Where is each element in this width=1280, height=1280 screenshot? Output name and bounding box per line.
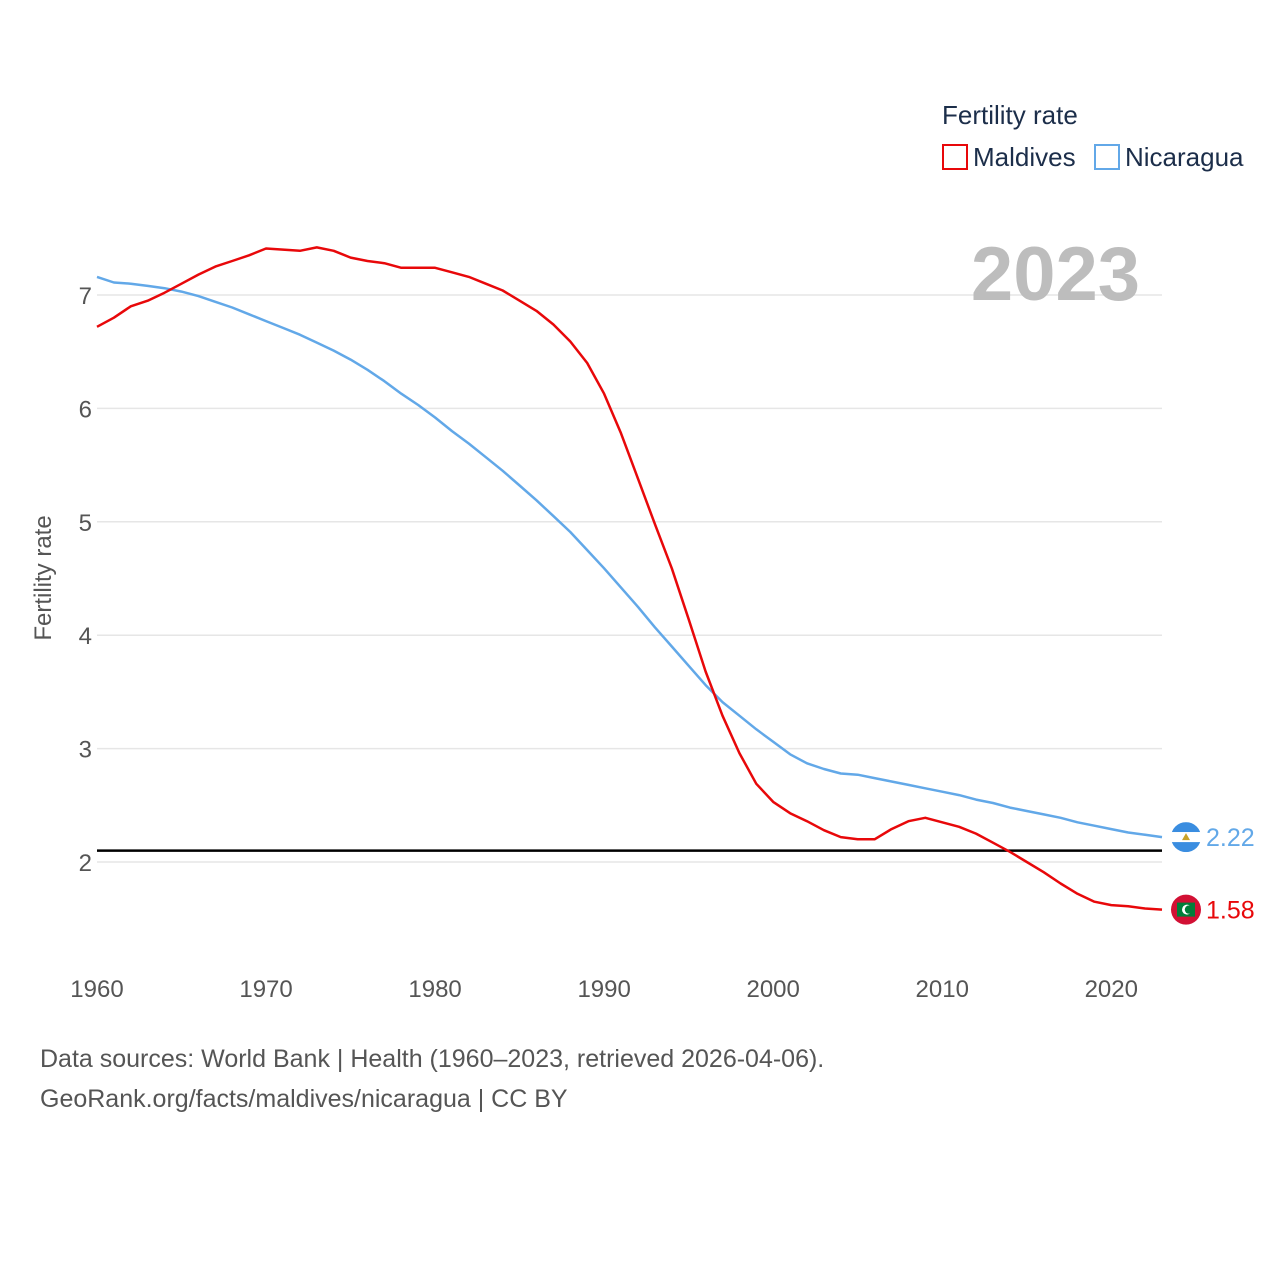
series-line-nicaragua: [96, 275, 1163, 839]
x-tick-label: 2020: [1085, 976, 1138, 1003]
series-line-maldives: [96, 246, 1163, 911]
maldives-end-marker: 1.58: [1171, 894, 1255, 925]
x-tick-label: 2000: [746, 976, 799, 1003]
nicaragua-flag-icon: [1171, 822, 1201, 853]
y-axis-title: Fertility rate: [30, 515, 57, 640]
legend-item-nicaragua[interactable]: Nicaragua: [1094, 142, 1244, 172]
series-lines: [96, 246, 1163, 911]
legend-swatch-maldives: [942, 144, 968, 170]
y-tick-label: 6: [79, 396, 92, 423]
y-tick-label: 4: [79, 623, 92, 650]
x-tick-label: 2010: [916, 976, 969, 1003]
legend: Fertility rate Maldives Nicaragua: [942, 100, 1244, 172]
legend-label-maldives: Maldives: [973, 142, 1076, 172]
x-tick-label: 1960: [70, 976, 123, 1003]
y-axis-ticks: 2 3 4 5 6 7: [79, 283, 92, 877]
legend-title: Fertility rate: [942, 100, 1078, 130]
x-tick-label: 1990: [577, 976, 630, 1003]
x-tick-label: 1970: [239, 976, 292, 1003]
source-line-1: Data sources: World Bank | Health (1960–…: [40, 1045, 825, 1073]
nicaragua-end-marker: 2.22: [1171, 822, 1255, 853]
maldives-end-value: 1.58: [1206, 897, 1255, 925]
y-tick-label: 7: [79, 283, 92, 310]
gridlines: [97, 294, 1162, 863]
x-axis-ticks: 1960 1970 1980 1990 2000 2010 2020: [70, 976, 1138, 1003]
nicaragua-end-value: 2.22: [1206, 824, 1255, 852]
legend-swatch-nicaragua: [1094, 144, 1120, 170]
y-tick-label: 5: [79, 510, 92, 537]
x-tick-label: 1980: [408, 976, 461, 1003]
legend-item-maldives[interactable]: Maldives: [942, 142, 1076, 172]
legend-label-nicaragua: Nicaragua: [1125, 142, 1244, 172]
y-tick-label: 3: [79, 737, 92, 764]
maldives-flag-icon: [1171, 894, 1201, 925]
y-tick-label: 2: [79, 850, 92, 877]
year-watermark: 2023: [971, 232, 1140, 317]
source-line-2[interactable]: GeoRank.org/facts/maldives/nicaragua | C…: [40, 1085, 568, 1113]
